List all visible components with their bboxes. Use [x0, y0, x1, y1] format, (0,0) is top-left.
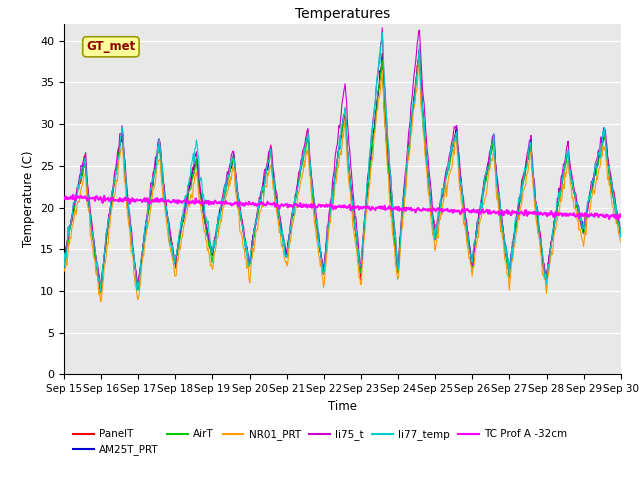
- Y-axis label: Temperature (C): Temperature (C): [22, 151, 35, 248]
- Legend: PanelT, AM25T_PRT, AirT, NR01_PRT, li75_t, li77_temp, TC Prof A -32cm: PanelT, AM25T_PRT, AirT, NR01_PRT, li75_…: [69, 425, 572, 460]
- X-axis label: Time: Time: [328, 400, 357, 413]
- Text: GT_met: GT_met: [86, 40, 136, 53]
- Title: Temperatures: Temperatures: [295, 8, 390, 22]
